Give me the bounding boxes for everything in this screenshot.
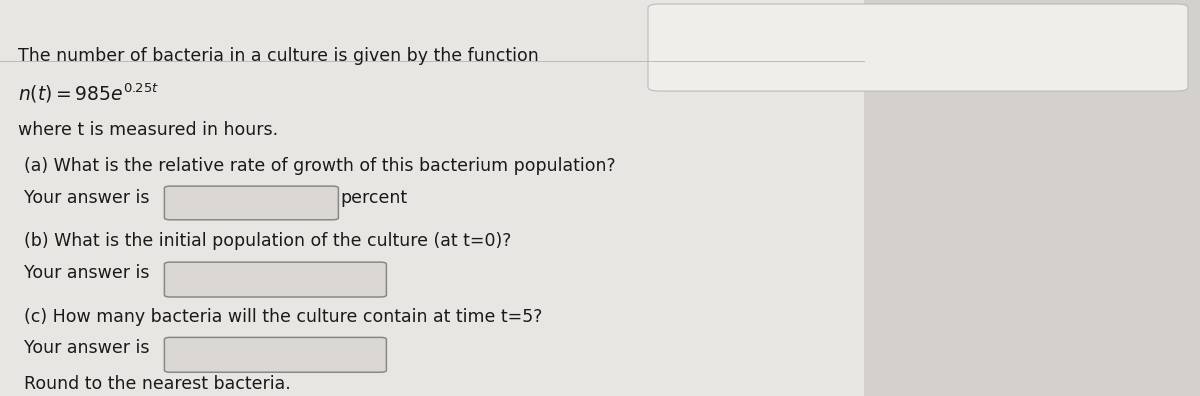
Text: where t is measured in hours.: where t is measured in hours. xyxy=(18,121,278,139)
Text: Your answer is: Your answer is xyxy=(24,339,150,357)
Text: Your answer is: Your answer is xyxy=(24,264,150,282)
Text: Your answer is: Your answer is xyxy=(24,189,150,207)
Text: percent: percent xyxy=(341,189,408,207)
Text: The number of bacteria in a culture is given by the function: The number of bacteria in a culture is g… xyxy=(18,48,539,65)
Text: $n(t) = 985e^{0.25t}$: $n(t) = 985e^{0.25t}$ xyxy=(18,82,160,105)
Text: (b) What is the initial population of the culture (at t=0)?: (b) What is the initial population of th… xyxy=(24,232,511,250)
Text: (a) What is the relative rate of growth of this bacterium population?: (a) What is the relative rate of growth … xyxy=(24,157,616,175)
Text: Round to the nearest bacteria.: Round to the nearest bacteria. xyxy=(24,375,290,393)
Text: (c) How many bacteria will the culture contain at time t=5?: (c) How many bacteria will the culture c… xyxy=(24,308,542,326)
